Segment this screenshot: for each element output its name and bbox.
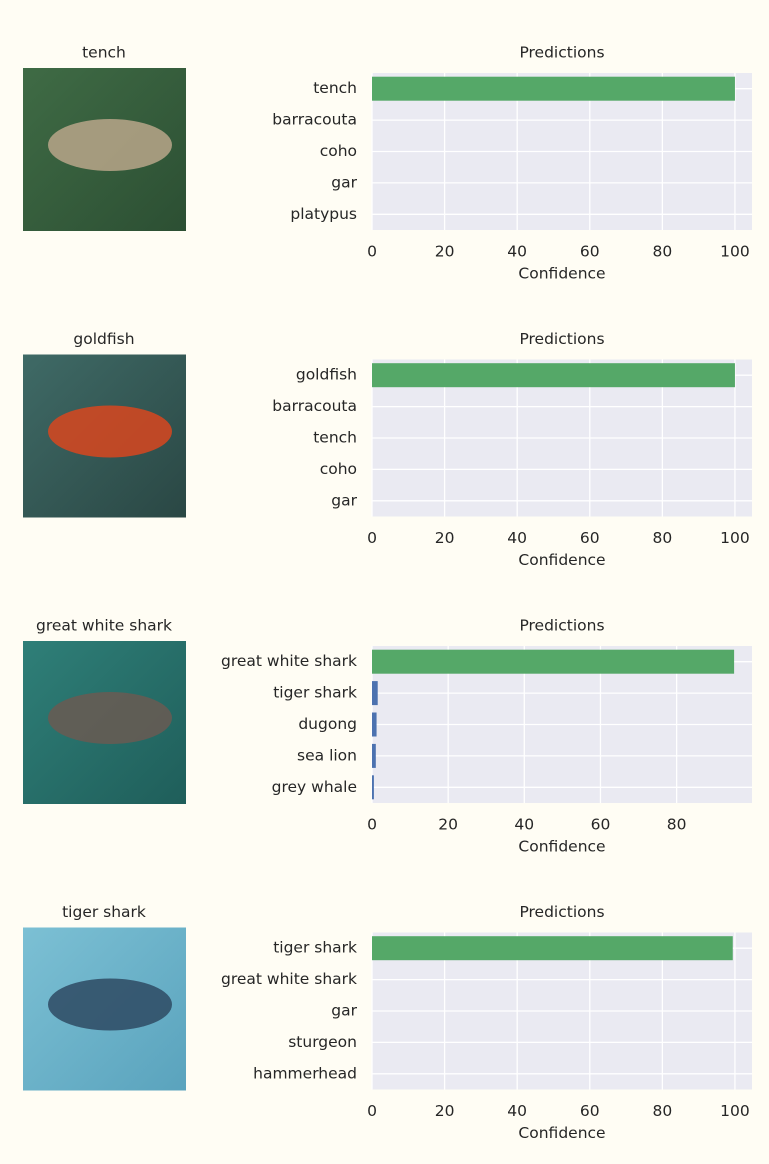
image-subject [48, 978, 172, 1031]
y-tick-label: platypus [290, 205, 357, 223]
x-tick-label: 100 [720, 529, 750, 547]
y-tick-label: coho [320, 460, 357, 478]
x-axis-label: Confidence [518, 838, 605, 856]
bar [372, 681, 378, 706]
x-tick-label: 20 [435, 243, 455, 261]
y-tick-label: dugong [298, 715, 357, 733]
x-tick-label: 80 [652, 529, 672, 547]
x-tick-label: 60 [580, 1102, 600, 1120]
x-tick-label: 20 [435, 529, 455, 547]
y-tick-label: barracouta [272, 397, 357, 415]
y-tick-label: tench [313, 79, 357, 97]
y-tick-label: hammerhead [253, 1064, 357, 1082]
y-tick-label: sturgeon [288, 1033, 357, 1051]
x-tick-label: 80 [652, 243, 672, 261]
bar [372, 743, 376, 768]
y-tick-label: tiger shark [273, 684, 357, 702]
y-tick-label: tiger shark [273, 939, 357, 957]
image-subject [48, 692, 172, 744]
x-axis-label: Confidence [518, 265, 605, 283]
x-axis-label: Confidence [518, 551, 605, 569]
x-tick-label: 60 [580, 243, 600, 261]
y-tick-label: sea lion [297, 746, 357, 764]
chart-title: Predictions [519, 617, 604, 635]
x-tick-label: 0 [367, 816, 377, 834]
image-label: great white shark [36, 617, 172, 635]
x-tick-label: 80 [652, 1102, 672, 1120]
bar [372, 363, 735, 388]
x-tick-label: 40 [507, 243, 527, 261]
x-tick-label: 100 [720, 1102, 750, 1120]
bar [372, 712, 377, 737]
y-tick-label: barracouta [272, 111, 357, 129]
image-label: tench [82, 44, 126, 62]
y-tick-label: gar [331, 491, 357, 509]
x-tick-label: 40 [514, 816, 534, 834]
x-tick-label: 40 [507, 1102, 527, 1120]
x-axis-label: Confidence [518, 1124, 605, 1142]
y-tick-label: great white shark [221, 970, 357, 988]
bar [372, 775, 374, 800]
chart-title: Predictions [519, 44, 604, 62]
y-tick-label: gar [331, 1002, 357, 1020]
image-subject [48, 405, 172, 458]
y-tick-label: goldfish [296, 366, 357, 384]
chart-title: Predictions [519, 330, 604, 348]
x-tick-label: 60 [580, 529, 600, 547]
bar [372, 936, 733, 961]
x-tick-label: 0 [367, 529, 377, 547]
image-label: goldfish [73, 330, 134, 348]
x-tick-label: 60 [591, 816, 611, 834]
x-tick-label: 100 [720, 243, 750, 261]
x-tick-label: 0 [367, 1102, 377, 1120]
y-tick-label: gar [331, 173, 357, 191]
y-tick-label: grey whale [272, 778, 357, 796]
y-tick-label: tench [313, 429, 357, 447]
y-tick-label: great white shark [221, 652, 357, 670]
y-tick-label: coho [320, 142, 357, 160]
x-tick-label: 20 [438, 816, 458, 834]
image-subject [48, 119, 172, 171]
x-tick-label: 80 [667, 816, 687, 834]
bar [372, 649, 735, 674]
x-tick-label: 0 [367, 243, 377, 261]
x-tick-label: 40 [507, 529, 527, 547]
x-tick-label: 20 [435, 1102, 455, 1120]
image-label: tiger shark [62, 903, 146, 921]
chart-title: Predictions [519, 903, 604, 921]
bar [372, 76, 735, 101]
